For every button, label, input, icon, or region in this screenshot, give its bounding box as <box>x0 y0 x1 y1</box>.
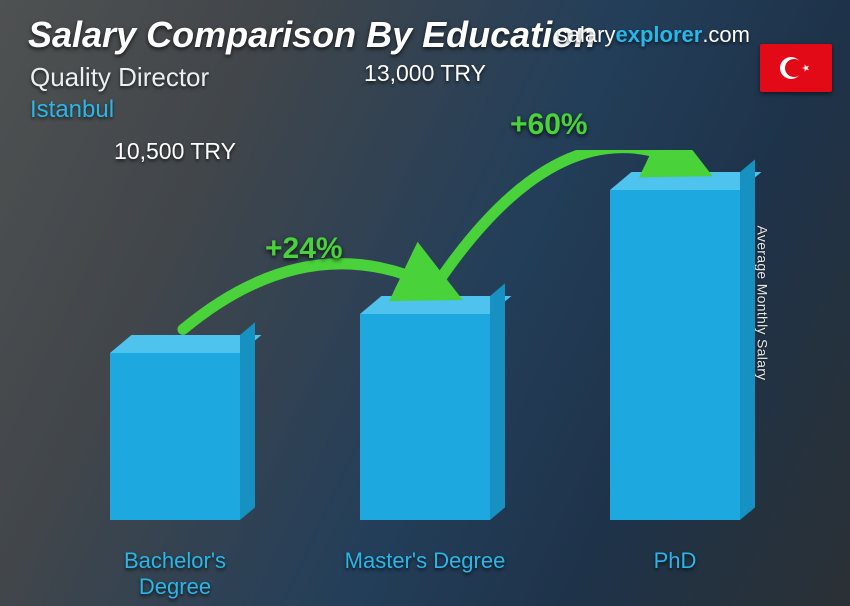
chart-title: Salary Comparison By Education <box>28 14 596 56</box>
brand-part1: salary <box>557 22 616 47</box>
bar-face-top <box>360 296 511 314</box>
chart-subtitle: Quality Director <box>30 62 209 93</box>
increase-pct-label: +24% <box>265 232 343 266</box>
bar-category-label: PhD <box>585 548 765 574</box>
bar-value-label: 13,000 TRY <box>364 60 486 87</box>
increase-pct-label: +60% <box>510 108 588 142</box>
chart-location: Istanbul <box>30 96 114 124</box>
flag-icon <box>771 48 821 88</box>
bar-face-front <box>360 314 490 520</box>
bar-0: 10,500 TRYBachelor's Degree <box>110 353 240 520</box>
bar-category-label: Master's Degree <box>335 548 515 574</box>
brand-watermark: salaryexplorer.com <box>557 22 750 48</box>
brand-part2: explorer <box>615 22 702 47</box>
bar-face-front <box>610 190 740 520</box>
bar-value-label: 10,500 TRY <box>114 138 236 165</box>
flag-turkey <box>760 44 832 92</box>
bar-category-label: Bachelor's Degree <box>85 548 265 601</box>
bar-face-side <box>240 322 255 520</box>
bar-face-top <box>610 172 761 190</box>
bar-chart: 10,500 TRYBachelor's Degree 13,000 TRYMas… <box>60 150 790 586</box>
bar-face-front <box>110 353 240 520</box>
bar-face-top <box>110 335 261 353</box>
bar-2: 20,800 TRYPhD <box>610 190 740 520</box>
brand-part3: .com <box>702 22 750 47</box>
bar-face-side <box>490 283 505 520</box>
bar-face-side <box>740 159 755 520</box>
bar-1: 13,000 TRYMaster's Degree <box>360 314 490 520</box>
infographic-canvas: Salary Comparison By Education Quality D… <box>0 0 850 606</box>
